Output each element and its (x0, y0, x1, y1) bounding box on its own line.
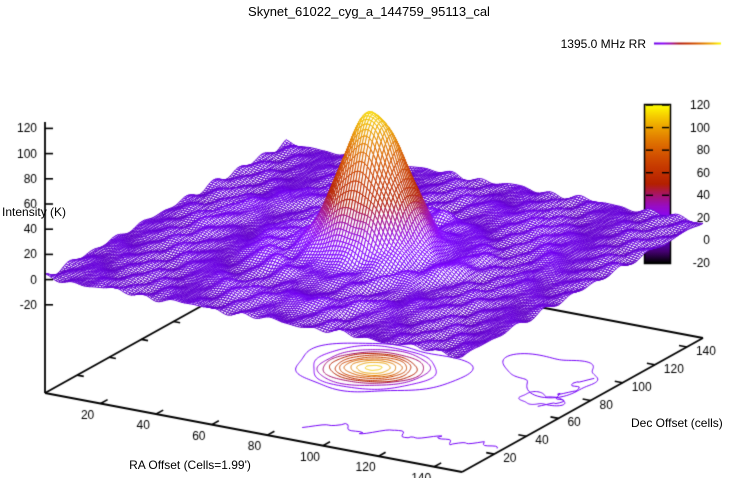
plot-title: Skynet_61022_cyg_a_144759_95113_cal (248, 4, 490, 19)
legend-series-label: 1395.0 MHz RR (560, 37, 646, 51)
x-axis-label: RA Offset (Cells=1.99') (129, 458, 251, 472)
y-axis-label: Dec Offset (cells) (631, 416, 723, 430)
z-axis-label: Intensity (K) (2, 205, 67, 219)
